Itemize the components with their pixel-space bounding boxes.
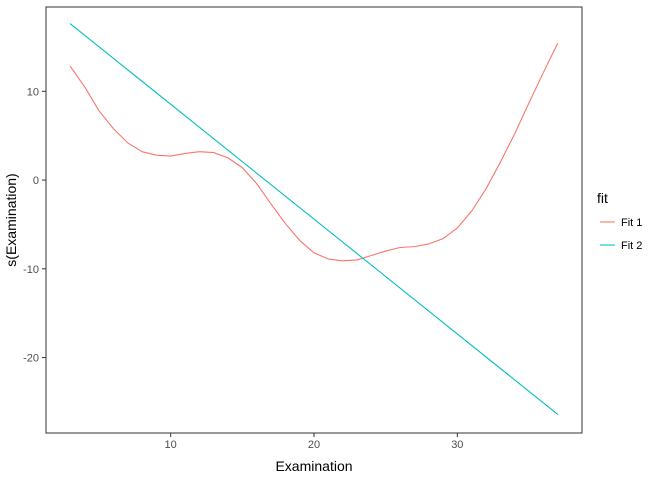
y-tick-label: -10 [23,264,39,276]
y-axis-title: s(Examination) [3,173,19,266]
legend: fit Fit 1 Fit 2 [597,190,642,252]
y-tick-label: 0 [33,175,39,187]
x-tick-label: 30 [451,439,463,451]
legend-label-1: Fit 1 [621,217,642,229]
x-tick-label: 20 [308,439,320,451]
series-line-1 [69,42,559,262]
x-axis-title: Examination [275,458,352,474]
legend-label-2: Fit 2 [621,240,642,252]
series-group [69,23,559,415]
x-tick-label: 10 [165,439,177,451]
series-line-2 [69,23,559,415]
y-tick-label: 10 [27,86,39,98]
axes-group: 10 20 30 -20 -10 0 10 [23,86,463,451]
legend-title: fit [597,190,608,206]
y-tick-label: -20 [23,353,39,365]
